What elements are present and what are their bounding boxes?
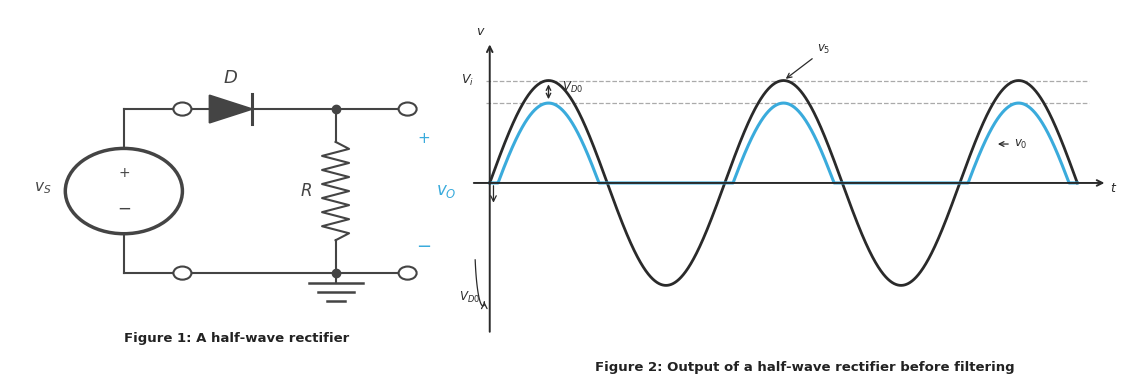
Circle shape [173, 102, 191, 116]
Text: $v_S$: $v_S$ [34, 180, 52, 196]
Text: −: − [415, 238, 431, 256]
Circle shape [399, 102, 417, 116]
Text: $V_i$: $V_i$ [461, 73, 474, 88]
Text: $V_{D0}$: $V_{D0}$ [458, 290, 480, 305]
Text: $v_5$: $v_5$ [787, 43, 831, 78]
Text: +: + [417, 131, 430, 146]
Text: $v$: $v$ [475, 24, 485, 37]
Text: $D$: $D$ [223, 69, 239, 87]
Text: $R$: $R$ [301, 182, 312, 200]
Text: +: + [118, 166, 129, 180]
Text: $v_O$: $v_O$ [436, 182, 456, 200]
Text: Figure 1: A half-wave rectifier: Figure 1: A half-wave rectifier [124, 332, 349, 345]
Text: −: − [117, 200, 131, 218]
Circle shape [399, 266, 417, 279]
Text: Figure 2: Output of a half-wave rectifier before filtering: Figure 2: Output of a half-wave rectifie… [596, 361, 1015, 374]
Text: $v_0$: $v_0$ [999, 137, 1027, 151]
Text: $V_{D0}$: $V_{D0}$ [562, 80, 582, 95]
Polygon shape [209, 95, 252, 123]
Circle shape [173, 266, 191, 279]
Text: $t$: $t$ [1110, 181, 1117, 195]
